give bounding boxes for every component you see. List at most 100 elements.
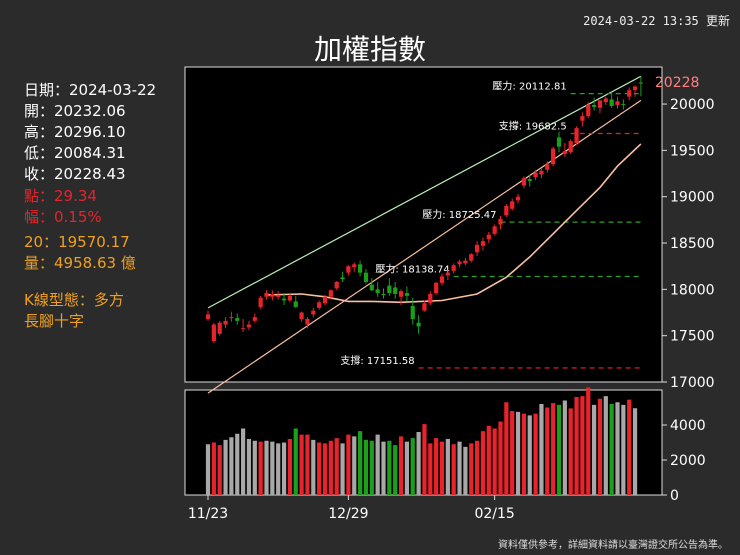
volume-bar: [463, 446, 468, 495]
volume-bar: [510, 411, 515, 495]
volume-bar: [515, 411, 521, 495]
candle-body: [422, 303, 427, 311]
info-change-percent: 幅：0.15%: [24, 208, 102, 226]
volume-bar: [422, 424, 427, 495]
candle-body: [369, 284, 374, 291]
volume-bar: [603, 396, 608, 495]
volume-bar: [439, 441, 445, 495]
candle-body: [375, 289, 380, 294]
volume-bar: [311, 439, 316, 495]
volume-bar: [381, 441, 386, 495]
volume-bar: [621, 404, 626, 495]
volume-bar: [592, 404, 597, 495]
ma20-line: [266, 143, 642, 304]
volume-bar: [609, 404, 614, 495]
volume-bar: [258, 441, 263, 495]
volume-bar: [305, 434, 310, 495]
candle-body: [211, 324, 216, 342]
candle-body: [404, 293, 409, 296]
candle-body: [592, 104, 597, 107]
candle-body: [556, 137, 562, 147]
info-open: 開：20232.06: [24, 102, 126, 120]
candle-body: [574, 128, 579, 143]
volume-bar: [281, 442, 287, 495]
volume-bar: [480, 431, 486, 495]
candle-body: [539, 170, 544, 175]
volume-bar: [568, 408, 573, 495]
volume-bar: [252, 440, 257, 495]
volume-bar: [223, 439, 228, 495]
volume-bar: [597, 398, 603, 495]
candle-body: [515, 196, 521, 201]
candle-body: [463, 260, 468, 264]
candle-body: [235, 318, 240, 321]
candle-body: [205, 314, 211, 319]
price-tick-label: 18500: [670, 236, 715, 252]
candle-body: [264, 293, 269, 297]
volume-bar: [229, 437, 234, 495]
resistance-level-label: 壓力: 18138.74: [375, 262, 449, 275]
volume-bar: [551, 403, 556, 495]
price-tick-label: 20000: [670, 97, 715, 113]
volume-bar: [322, 443, 328, 495]
candle-body: [451, 265, 456, 271]
info-date: 日期：2024-03-22: [24, 81, 157, 99]
candle-body: [393, 287, 398, 294]
ohlc-info-panel: 日期：2024-03-22 開：20232.06 高：20296.10 低：20…: [24, 80, 156, 185]
volume-bar: [410, 438, 415, 495]
volume-bar: [299, 434, 304, 495]
volume-tick-label: 2000: [670, 453, 706, 469]
candle-body: [410, 306, 415, 319]
change-info-panel: 點：29.34 幅：0.15%: [24, 186, 102, 228]
volume-bar: [492, 428, 497, 495]
candle-body: [246, 324, 252, 328]
candle-body: [299, 312, 304, 319]
candle-body: [328, 290, 333, 297]
volume-bar: [334, 438, 339, 495]
volume-bar: [527, 415, 532, 495]
volume-bar: [352, 436, 357, 495]
volume-bar: [358, 431, 363, 495]
volume-bar: [556, 404, 562, 495]
resistance-level-label: 壓力: 20112.81: [492, 80, 566, 93]
volume-bar: [346, 434, 351, 495]
candle-body: [293, 301, 298, 307]
x-tick-label: 12/29: [328, 506, 368, 522]
info-close: 收：20228.43: [24, 165, 126, 183]
volume-bar: [574, 397, 579, 495]
candle-body: [258, 297, 263, 307]
volume-bar: [615, 402, 620, 495]
candle-body: [229, 317, 234, 319]
candle-body: [580, 116, 585, 121]
volume-bar: [205, 444, 211, 495]
candle-body: [428, 293, 433, 304]
candle-body: [638, 82, 643, 84]
support-level-label: 支撐: 17151.58: [340, 354, 414, 367]
volume-bar: [235, 433, 240, 495]
volume-bar: [404, 441, 409, 495]
candle-body: [586, 104, 591, 117]
volume-bar: [375, 434, 380, 495]
price-tick-label: 17000: [670, 375, 715, 391]
volume-bar: [387, 440, 392, 495]
volume-tick-label: 0: [670, 488, 679, 504]
candle-body: [498, 218, 503, 225]
candle-body: [527, 179, 532, 181]
candle-body: [562, 151, 567, 155]
support-level-label: 支撐: 19682.5: [499, 119, 567, 132]
price-tick-label: 19500: [670, 143, 715, 159]
candle-body: [439, 276, 445, 283]
candle-body: [621, 104, 626, 106]
candle-body: [287, 295, 292, 301]
candle-body: [615, 101, 620, 105]
candle-body: [398, 291, 404, 297]
volume-bar: [580, 396, 585, 495]
volume-bar: [328, 440, 333, 495]
volume-bar: [416, 432, 421, 495]
candle-body: [322, 296, 328, 304]
info-pattern-label: K線型態：多方: [24, 291, 124, 309]
volume-bar: [533, 413, 538, 495]
volume-bar: [317, 442, 322, 495]
x-tick-label: 11/23: [188, 506, 228, 522]
volume-bar: [246, 439, 252, 495]
